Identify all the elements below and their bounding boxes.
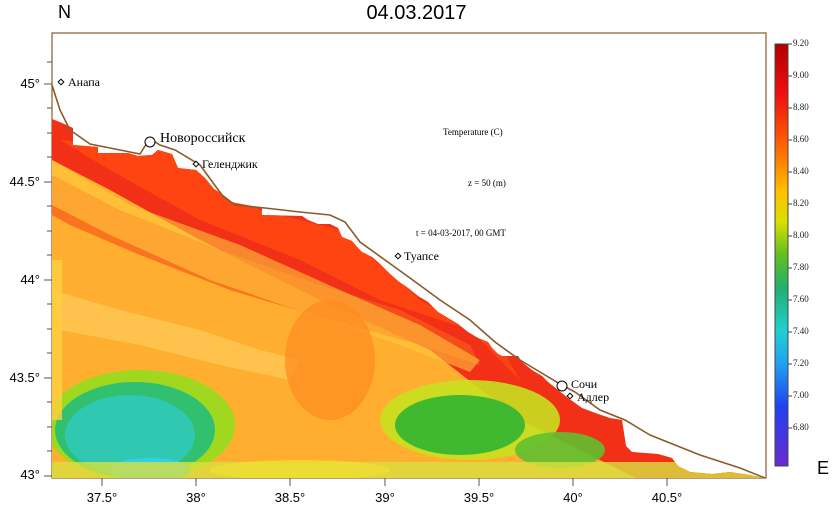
city-label-anapa: Анапа <box>68 75 101 89</box>
y-tick-label: 43° <box>20 467 40 482</box>
colorbar-label: 7.40 <box>793 326 809 336</box>
depth-annotation: z = 50 (m) <box>468 178 506 188</box>
coastline <box>51 84 766 479</box>
city-marker-sochi <box>556 380 568 392</box>
variable-annotation: Temperature (C) <box>443 127 503 137</box>
x-tick-label: 40.5° <box>651 490 683 505</box>
city-marker-tuapse <box>394 252 402 260</box>
colorbar-label: 9.00 <box>793 70 809 80</box>
colorbar-label: 8.00 <box>793 230 809 240</box>
city-label-sochi: Сочи <box>571 377 598 391</box>
colorbar-ticks <box>788 43 792 429</box>
city-marker-adler <box>566 392 574 400</box>
y-tick-label: 44° <box>20 272 40 287</box>
y-tick-label: 44.5° <box>9 174 40 189</box>
city-marker-anapa <box>57 78 65 86</box>
colorbar-label: 7.80 <box>793 262 809 272</box>
x-tick-label: 39.5° <box>463 490 495 505</box>
x-tick-label: 38.5° <box>274 490 306 505</box>
colorbar-label: 7.20 <box>793 358 809 368</box>
city-label-gelendzhik: Геленджик <box>202 157 258 171</box>
colorbar-label: 8.20 <box>793 198 809 208</box>
x-tick-label: 38° <box>186 490 206 505</box>
map-title: 04.03.2017 <box>366 2 467 24</box>
colorbar-label: 7.60 <box>793 294 809 304</box>
x-tick-label: 40° <box>563 490 583 505</box>
colorbar-label: 6.80 <box>793 422 809 432</box>
colorbar <box>774 43 789 467</box>
x-tick-label: 37.5° <box>86 490 118 505</box>
city-label-tuapse: Туапсе <box>404 249 439 263</box>
city-label-adler: Адлер <box>577 390 610 404</box>
colorbar-label: 8.60 <box>793 134 809 144</box>
city-markers <box>57 78 574 400</box>
y-tick-label: 45° <box>20 76 40 91</box>
north-label: N <box>58 2 71 22</box>
time-annotation: t = 04-03-2017, 00 GMT <box>416 228 506 238</box>
colorbar-label: 8.80 <box>793 102 809 112</box>
east-label: E <box>817 458 830 478</box>
y-tick-label: 43.5° <box>9 370 40 385</box>
colorbar-label: 8.40 <box>793 166 809 176</box>
city-label-novorossiysk: Новороссийск <box>160 131 246 146</box>
axis-ticks <box>44 61 668 486</box>
colorbar-label: 7.00 <box>793 390 809 400</box>
x-tick-label: 39° <box>375 490 395 505</box>
city-marker-novorossiysk <box>144 136 156 148</box>
colorbar-label: 9.20 <box>793 38 809 48</box>
city-marker-gelendzhik <box>192 160 200 168</box>
